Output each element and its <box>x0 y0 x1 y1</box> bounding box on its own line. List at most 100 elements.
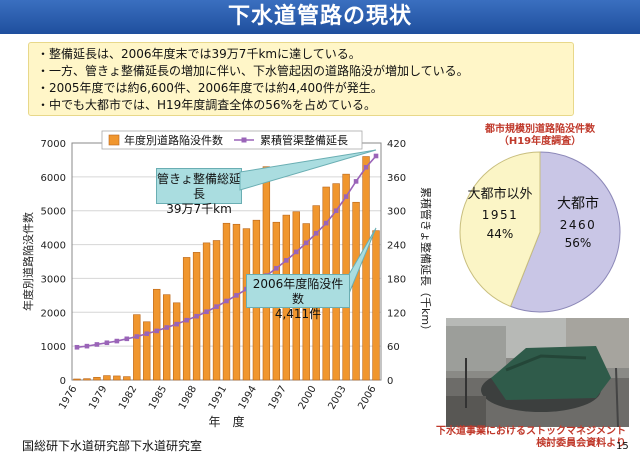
callout-total-length-line1: 管きょ整備総延長 <box>157 172 242 201</box>
line-marker <box>104 340 110 346</box>
line-marker <box>154 328 160 334</box>
page-number: 15 <box>616 441 629 452</box>
y-right-tick-label: 0 <box>387 376 393 387</box>
summary-box: ・整備延長は、2006年度末では39万7千kmに達している。 ・一方、管きょ整備… <box>28 42 574 116</box>
line-marker <box>94 342 100 347</box>
line-marker <box>343 194 349 199</box>
line-marker <box>134 334 140 339</box>
bar-collapses <box>362 156 370 381</box>
y-right-tick-label: 300 <box>387 207 406 218</box>
summary-line: ・2005年度では約6,600件、2006年度では約4,400件が発生。 <box>37 81 383 95</box>
bar-collapses <box>133 314 141 381</box>
legend-swatch-marker <box>241 137 247 143</box>
line-marker <box>194 313 199 319</box>
legend-box <box>101 130 363 150</box>
bar-collapses <box>73 378 81 381</box>
y-left-tick-label: 1000 <box>41 342 66 353</box>
callout-pointer-2006 <box>347 227 377 297</box>
bar-collapses <box>113 375 121 381</box>
line-marker <box>313 230 319 236</box>
callout-pointer-total <box>239 149 377 191</box>
line-marker <box>234 293 239 298</box>
pie-slice-other-cities <box>459 151 541 308</box>
line-marker <box>274 265 279 271</box>
line-marker <box>323 220 329 226</box>
y-left-tick-label: 7000 <box>41 139 66 150</box>
line-marker <box>74 344 80 350</box>
bar-collapses <box>103 375 111 381</box>
y-left-tick-label: 6000 <box>41 173 66 184</box>
y-left-tick-label: 4000 <box>41 241 66 252</box>
line-marker <box>124 336 130 342</box>
line-marker <box>114 338 120 344</box>
y-right-tick-label: 240 <box>387 241 406 252</box>
line-marker <box>204 309 209 315</box>
bar-collapses <box>153 288 161 381</box>
bar-collapses <box>352 201 360 381</box>
callout-2006-line1: 2006年度陥没件数 <box>252 277 344 306</box>
photo-caption: 下水道事業におけるストックマネジメント 検討委員会資料より <box>430 426 626 450</box>
legend-swatch-bar <box>108 134 120 146</box>
bar-collapses <box>163 294 171 381</box>
y-left-axis-title: 年度別道路陥没件数 <box>21 212 35 311</box>
y-left-tick-label: 5000 <box>41 207 66 218</box>
pie-value-major: 2460 <box>560 218 597 232</box>
pie-percent-major: 56% <box>565 236 592 250</box>
line-marker <box>164 325 169 330</box>
y-right-tick-label: 180 <box>387 274 406 285</box>
y-left-tick-label: 2000 <box>41 308 66 319</box>
callout-2006-line2: 4,411件 <box>274 307 322 321</box>
y-right-tick-label: 120 <box>387 308 406 319</box>
photo-illustration <box>446 318 629 427</box>
photo-caption-line1: 下水道事業におけるストックマネジメント <box>436 426 626 437</box>
pie-title-line1: 都市規模別道路陥没件数 <box>485 124 595 135</box>
pie-label-other: 大都市以外 <box>467 186 532 202</box>
line-marker <box>303 240 309 246</box>
road-collapse-photo <box>446 318 629 427</box>
line-marker <box>353 179 359 184</box>
page-title: 下水道管路の現状 <box>0 0 640 34</box>
line-marker <box>333 208 339 214</box>
line-marker <box>84 343 90 349</box>
bar-collapses <box>172 302 181 381</box>
pie-chart: 大都市 2460 56% 大都市以外 1951 44% <box>459 151 621 313</box>
y-left-tick-label: 3000 <box>41 274 66 285</box>
y-right-tick-label: 420 <box>387 139 406 150</box>
summary-line: ・中でも大都市では、H19年度調査全体の56%を占めている。 <box>37 98 376 112</box>
callout-2006-collapses: 2006年度陥没件数 4,411件 <box>246 274 350 321</box>
line-marker <box>224 298 229 304</box>
bar-collapses <box>123 376 131 381</box>
callout-total-length-line2: 39万7千km <box>166 202 232 216</box>
line-marker <box>293 249 299 255</box>
pie-value-other: 1951 <box>482 208 519 222</box>
line-marker <box>363 164 369 170</box>
bar-collapses <box>83 378 91 381</box>
line-marker <box>144 331 150 337</box>
bar-collapses <box>143 321 151 381</box>
x-axis-title: 年 度 <box>208 414 244 429</box>
legend-label-bar: 年度別道路陥没件数 <box>124 133 223 147</box>
pie-title: 都市規模別道路陥没件数 （H19年度調査） <box>450 124 630 148</box>
line-marker <box>174 321 179 327</box>
line-marker <box>184 317 189 323</box>
summary-line: ・整備延長は、2006年度末では39万7千kmに達している。 <box>37 47 361 61</box>
callout-total-length: 管きょ整備総延長 39万7千km <box>156 168 242 216</box>
y-right-tick-label: 60 <box>387 342 400 353</box>
y-right-axis-title: 累積管きょ整備延長（千km） <box>419 187 433 336</box>
y-left-tick-label: 0 <box>60 376 66 387</box>
line-marker <box>284 258 289 263</box>
pie-label-major: 大都市 <box>557 195 599 212</box>
bar-collapses <box>93 376 101 381</box>
line-marker <box>214 304 219 309</box>
legend-label-line: 累積管渠整備延長 <box>260 133 348 147</box>
bar-collapses <box>232 223 241 381</box>
bar-collapses <box>212 240 221 381</box>
pie-percent-other: 44% <box>487 227 514 241</box>
line-marker <box>373 153 379 159</box>
pie-title-line2: （H19年度調査） <box>498 136 582 147</box>
pie-slice-major-cities <box>509 151 621 313</box>
footer-org: 国総研下水道研究部下水道研究室 <box>22 439 203 453</box>
bar-collapses <box>372 230 380 381</box>
y-right-tick-label: 360 <box>387 173 406 184</box>
